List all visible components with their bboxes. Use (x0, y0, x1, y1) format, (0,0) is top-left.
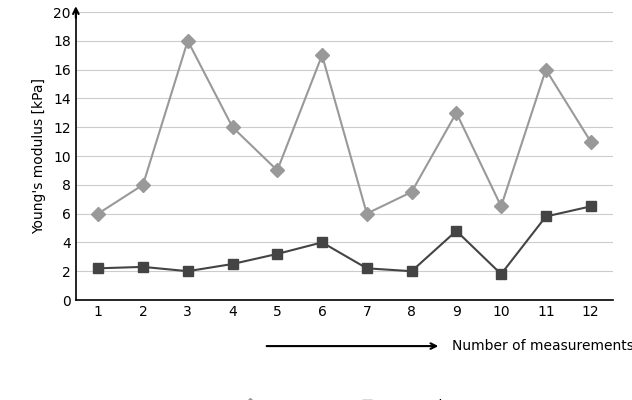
Text: Number of measurements: Number of measurements (452, 339, 632, 353)
Y-axis label: Young's modulus [kPa]: Young's modulus [kPa] (32, 78, 46, 234)
Legend: Case A, Control B: Case A, Control B (227, 393, 462, 400)
